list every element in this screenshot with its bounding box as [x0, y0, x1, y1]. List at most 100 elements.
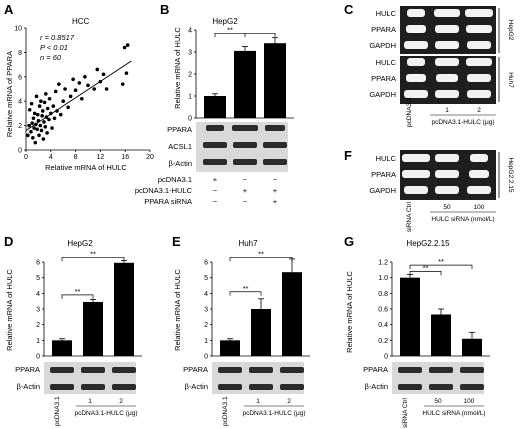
- blot-band: [232, 125, 258, 131]
- sign-table-b: + − − − + + − − +: [213, 175, 278, 206]
- y-tick-label: 3: [36, 307, 40, 314]
- gel-bands-c: [404, 9, 493, 98]
- gel-band: [466, 58, 492, 66]
- panel-b-ylabel: Relative mRNA of HULC: [173, 27, 182, 109]
- gel-label: GAPDH: [369, 41, 396, 50]
- gel-label: HULC: [376, 9, 397, 18]
- panel-label-g: G: [344, 234, 354, 249]
- panel-d: D HepG2 Relative mRNA of HULC 0 1 2 3 4 5 6 ** *…: [4, 234, 142, 426]
- gel-band: [465, 9, 493, 17]
- xlabel-e: pcDNA3.1-HULC (μg): [243, 410, 306, 417]
- scatter-point: [40, 109, 45, 113]
- gel-band: [435, 154, 459, 162]
- scatter-point: [68, 94, 73, 99]
- sig-bracket: [409, 271, 442, 276]
- gel-band: [467, 90, 491, 98]
- panel-g-ylabel: Relative mRNA of HULC: [345, 271, 354, 353]
- y-tick-label: 0: [36, 354, 40, 361]
- sign-cell: +: [273, 186, 278, 195]
- bar-chart-b: 0 1 2 3 4 **: [188, 25, 294, 123]
- blot-band: [265, 125, 285, 131]
- scatter-point: [37, 133, 41, 138]
- cell-label-c-2: Huh7: [507, 72, 514, 88]
- y-tick-label: 0: [204, 354, 208, 361]
- scatter-point: [33, 140, 38, 145]
- scatter-point: [41, 137, 46, 141]
- scatter-point: [27, 123, 31, 128]
- scatter-point: [66, 105, 70, 110]
- blot-band: [263, 159, 287, 165]
- y-tick-label: 2: [188, 72, 192, 79]
- bar: [251, 309, 271, 356]
- cell-label-c-1: HepG2: [507, 20, 514, 41]
- panel-a: A HCC Relative mRNA of PPARA Relative mR…: [4, 2, 154, 172]
- blot-band: [280, 384, 304, 390]
- blot-band: [398, 384, 422, 390]
- gel-band: [466, 25, 492, 33]
- lane-g-0: siRNA Ctrl: [402, 397, 409, 428]
- bar: [114, 262, 134, 356]
- scatter-point: [29, 101, 34, 106]
- panel-label-d: D: [4, 234, 13, 249]
- row-label-b-0: pcDNA3.1: [158, 175, 192, 184]
- gel-band: [407, 9, 425, 17]
- scatter-point: [125, 43, 130, 47]
- scatter-plot: 0 4 8 12 16 20 0 2 4 6 8 10: [14, 26, 154, 162]
- blot-band: [206, 125, 224, 131]
- lane-f-0: siRNA Ctrl: [406, 201, 413, 232]
- panel-b-title: HepG2: [212, 17, 238, 26]
- blot-band: [429, 367, 453, 373]
- panel-a-ylabel: Relative mRNA of PPARA: [5, 51, 14, 137]
- gel-labels-f: HULC PPARA GAPDH: [369, 154, 396, 195]
- panel-a-title: HCC: [72, 17, 90, 26]
- sig-bracket: [229, 291, 262, 296]
- x-tick-label: 0: [24, 154, 28, 161]
- scatter-point: [40, 114, 44, 118]
- blot-band: [218, 367, 242, 373]
- y-tick-label: 0: [384, 354, 388, 361]
- y-tick-label: 3: [204, 307, 208, 314]
- x-tick-label: 8: [74, 154, 78, 161]
- bar: [220, 340, 240, 356]
- lane-f-2: 100: [474, 204, 485, 211]
- sig-stars: **: [75, 287, 81, 296]
- sign-cell: +: [243, 186, 248, 195]
- gel-band: [470, 154, 488, 162]
- sign-cell: −: [243, 197, 248, 206]
- panel-b: B HepG2 Relative mRNA of HULC 0 1 2 3 4 ** PP…: [135, 2, 294, 206]
- sign-cell: −: [243, 175, 248, 184]
- scatter-point: [35, 127, 39, 132]
- scatter-point: [124, 71, 129, 75]
- scatter-point: [42, 100, 47, 105]
- regression-line: [25, 60, 132, 131]
- y-tick-label: 2: [36, 322, 40, 329]
- x-tick-label: 20: [146, 154, 154, 161]
- blot-band: [460, 384, 484, 390]
- panel-g: G HepG2.2.15 Relative mRNA of HULC 00.20…: [344, 234, 490, 428]
- y-tick-label: 1: [188, 94, 192, 101]
- sign-cell: +: [273, 197, 278, 206]
- gel-band: [435, 58, 459, 66]
- blot-label-b-1: ACSL1: [168, 142, 192, 151]
- scatter-point: [77, 81, 82, 85]
- scatter-point: [44, 115, 49, 119]
- y-tick-label: 4: [204, 291, 208, 298]
- xlabel-g: HULC siRNA (nmol/L): [422, 410, 485, 417]
- blot-bands-g: [398, 367, 484, 390]
- bar: [204, 96, 226, 118]
- y-tick-label: 1: [36, 338, 40, 345]
- gel-label: PPARA: [371, 25, 396, 34]
- scatter-point: [34, 94, 39, 99]
- bar: [264, 43, 286, 119]
- sig-stars: **: [438, 257, 444, 266]
- sig-stars: **: [258, 249, 264, 258]
- lane-d-2: 2: [119, 398, 123, 405]
- panel-e-title: Huh7: [238, 239, 258, 248]
- lane-c-0: pcDNA3.1: [406, 97, 413, 127]
- lane-d-0: pcDNA3.1: [54, 396, 61, 426]
- x-tick-label: 4: [49, 154, 53, 161]
- sign-cell: −: [213, 197, 218, 206]
- scatter-point: [39, 99, 43, 103]
- blot-band: [203, 159, 227, 165]
